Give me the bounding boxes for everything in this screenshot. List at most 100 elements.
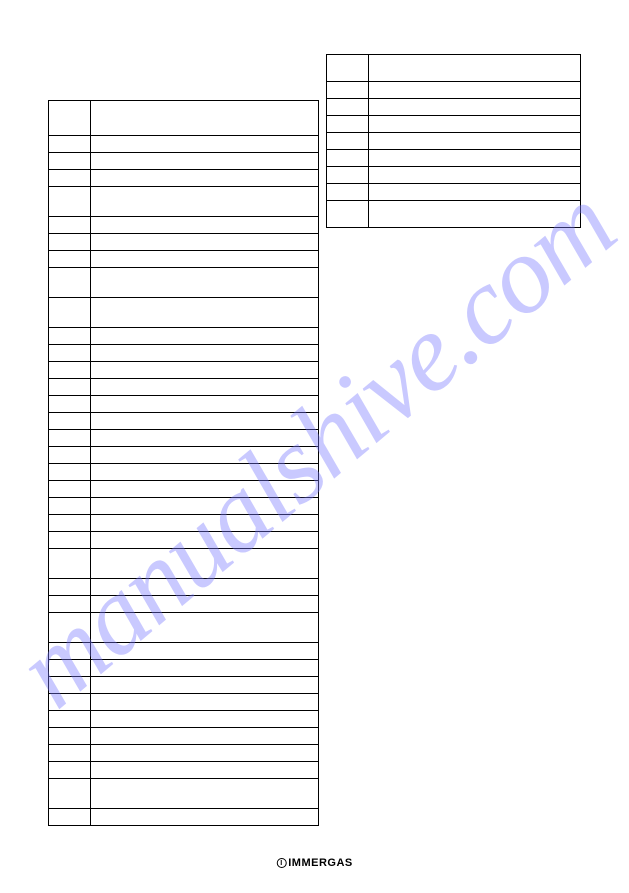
- cell: [91, 694, 319, 711]
- table-row: [49, 532, 319, 549]
- cell: [91, 498, 319, 515]
- cell: [49, 579, 91, 596]
- cell: [91, 413, 319, 430]
- table-row: [327, 133, 581, 150]
- table-row: [49, 187, 319, 217]
- cell: [49, 170, 91, 187]
- table-row: [49, 234, 319, 251]
- cell: [369, 55, 581, 82]
- table-row: [49, 413, 319, 430]
- cell: [327, 133, 369, 150]
- cell: [91, 136, 319, 153]
- cell: [49, 328, 91, 345]
- table-row: [49, 101, 319, 136]
- cell: [369, 167, 581, 184]
- table-row: [49, 515, 319, 532]
- cell: [49, 613, 91, 643]
- cell: [49, 447, 91, 464]
- cell: [49, 532, 91, 549]
- table-row: [49, 447, 319, 464]
- cell: [327, 201, 369, 228]
- cell: [49, 251, 91, 268]
- cell: [49, 549, 91, 579]
- table-row: [49, 217, 319, 234]
- cell: [327, 55, 369, 82]
- table-row: [49, 345, 319, 362]
- table-row: [49, 298, 319, 328]
- cell: [91, 101, 319, 136]
- cell: [369, 150, 581, 167]
- cell: [49, 762, 91, 779]
- cell: [49, 136, 91, 153]
- table-row: [49, 613, 319, 643]
- cell: [91, 579, 319, 596]
- logo-icon: [276, 858, 286, 868]
- cell: [91, 217, 319, 234]
- cell: [49, 153, 91, 170]
- cell: [49, 217, 91, 234]
- cell: [327, 82, 369, 99]
- cell: [327, 167, 369, 184]
- table-row: [49, 660, 319, 677]
- cell: [49, 268, 91, 298]
- cell: [369, 201, 581, 228]
- table-row: [49, 268, 319, 298]
- cell: [369, 82, 581, 99]
- cell: [91, 447, 319, 464]
- cell: [49, 515, 91, 532]
- cell: [49, 809, 91, 826]
- cell: [327, 150, 369, 167]
- cell: [327, 184, 369, 201]
- table-row: [49, 498, 319, 515]
- cell: [49, 660, 91, 677]
- cell: [91, 153, 319, 170]
- cell: [91, 251, 319, 268]
- cell: [49, 430, 91, 447]
- table-row: [49, 153, 319, 170]
- cell: [49, 234, 91, 251]
- table-right-body: [327, 55, 581, 228]
- cell: [91, 643, 319, 660]
- table-row: [327, 184, 581, 201]
- cell: [91, 396, 319, 413]
- cell: [49, 779, 91, 809]
- cell: [91, 362, 319, 379]
- cell: [91, 762, 319, 779]
- table-row: [49, 779, 319, 809]
- cell: [91, 345, 319, 362]
- cell: [49, 413, 91, 430]
- cell: [91, 613, 319, 643]
- footer-logo: IMMERGAS: [276, 857, 353, 869]
- cell: [49, 187, 91, 217]
- cell: [49, 745, 91, 762]
- cell: [49, 396, 91, 413]
- table-row: [49, 430, 319, 447]
- cell: [91, 596, 319, 613]
- table-left-body: [49, 101, 319, 826]
- cell: [369, 116, 581, 133]
- table-row: [49, 549, 319, 579]
- cell: [91, 430, 319, 447]
- cell: [91, 779, 319, 809]
- table-row: [49, 643, 319, 660]
- cell: [369, 99, 581, 116]
- cell: [91, 677, 319, 694]
- table-row: [49, 328, 319, 345]
- cell: [49, 464, 91, 481]
- cell: [327, 116, 369, 133]
- cell: [49, 481, 91, 498]
- table-row: [49, 481, 319, 498]
- table-row: [49, 136, 319, 153]
- cell: [49, 711, 91, 728]
- cell: [49, 345, 91, 362]
- table-row: [49, 762, 319, 779]
- cell: [91, 549, 319, 579]
- table-row: [49, 251, 319, 268]
- table-row: [49, 579, 319, 596]
- cell: [91, 464, 319, 481]
- cell: [49, 379, 91, 396]
- cell: [49, 694, 91, 711]
- table-row: [327, 99, 581, 116]
- table-row: [49, 464, 319, 481]
- cell: [91, 515, 319, 532]
